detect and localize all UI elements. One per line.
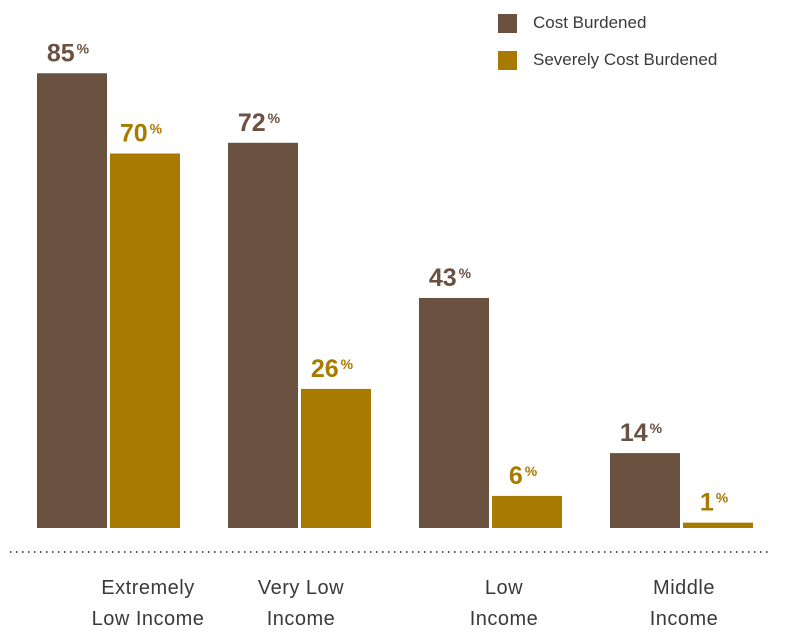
legend: Cost Burdened Severely Cost Burdened xyxy=(498,10,717,84)
data-label-cost-burdened-extremely-low-income: 85% xyxy=(47,39,90,67)
category-label-line: Income xyxy=(266,608,336,630)
bar-severely-cost-burdened-extremely-low-income xyxy=(110,153,180,528)
category-label-line: Low xyxy=(484,577,524,599)
category-label-line: Low Income xyxy=(91,608,205,630)
bar-cost-burdened-extremely-low-income xyxy=(37,73,107,528)
bar-severely-cost-burdened-low-income xyxy=(492,495,562,528)
bar-cost-burdened-middle-income xyxy=(610,453,680,528)
category-label-very-low-income: Very Low Income xyxy=(226,573,376,635)
data-label-severely-cost-burdened-very-low-income: 26% xyxy=(311,355,354,383)
bar-cost-burdened-very-low-income xyxy=(228,142,298,529)
legend-item-severely-cost-burdened: Severely Cost Burdened xyxy=(498,47,717,73)
data-label-cost-burdened-low-income: 43% xyxy=(429,264,472,292)
bar-severely-cost-burdened-middle-income xyxy=(683,522,753,528)
data-label-severely-cost-burdened-extremely-low-income: 70% xyxy=(120,120,163,148)
category-label-low-income: Low Income xyxy=(429,573,579,635)
category-label-line: Extremely xyxy=(101,577,195,599)
data-label-severely-cost-burdened-low-income: 6% xyxy=(509,462,538,490)
category-label-middle-income: Middle Income xyxy=(609,573,759,635)
category-label-line: Income xyxy=(649,608,719,630)
legend-label-cost-burdened: Cost Burdened xyxy=(533,13,647,32)
category-label-line: Middle xyxy=(653,577,715,599)
legend-swatch-cost-burdened xyxy=(498,13,517,33)
data-label-cost-burdened-very-low-income: 72% xyxy=(238,109,281,137)
category-label-extremely-low-income: Extremely Low Income xyxy=(73,573,223,635)
legend-label-severely-cost-burdened: Severely Cost Burdened xyxy=(533,50,718,69)
data-label-cost-burdened-middle-income: 14% xyxy=(620,419,663,447)
bar-severely-cost-burdened-very-low-income xyxy=(301,388,371,528)
bar-cost-burdened-low-income xyxy=(419,297,489,528)
legend-swatch-severely-cost-burdened xyxy=(498,50,517,70)
legend-item-cost-burdened: Cost Burdened xyxy=(498,10,717,36)
category-label-line: Income xyxy=(469,608,539,630)
data-label-severely-cost-burdened-middle-income: 1% xyxy=(700,489,729,517)
category-label-line: Very Low xyxy=(257,577,345,599)
